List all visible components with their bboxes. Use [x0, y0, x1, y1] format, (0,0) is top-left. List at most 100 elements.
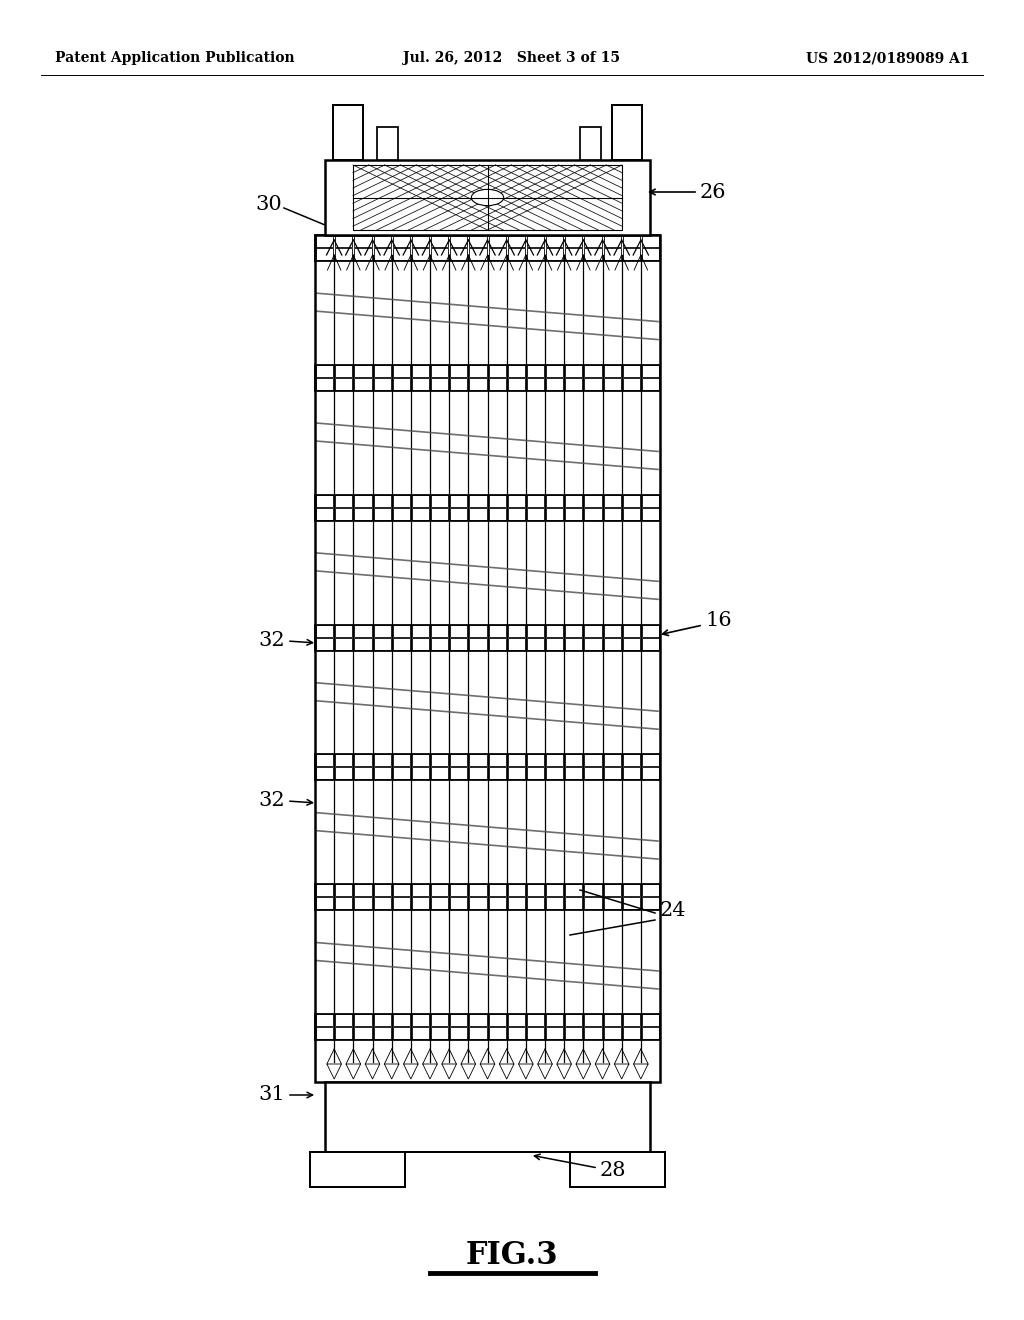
Bar [488, 235, 506, 247]
Bar [469, 508, 486, 520]
Bar [315, 755, 660, 780]
Bar [488, 364, 506, 378]
Bar [335, 1014, 352, 1026]
Bar [315, 235, 660, 1082]
Text: 24: 24 [660, 900, 686, 920]
Bar [431, 884, 449, 896]
Bar [526, 898, 544, 909]
Bar [546, 1014, 563, 1026]
Text: 30: 30 [255, 195, 282, 214]
Text: 16: 16 [705, 610, 731, 630]
Bar [335, 1027, 352, 1039]
Bar [353, 165, 622, 230]
Bar [526, 364, 544, 378]
Bar [508, 898, 525, 909]
Bar [623, 755, 640, 767]
Bar [612, 106, 642, 160]
Bar [392, 1027, 410, 1039]
Bar [546, 884, 563, 896]
Bar [526, 378, 544, 389]
Bar [354, 638, 372, 649]
Bar [354, 248, 372, 260]
Bar [392, 508, 410, 520]
Polygon shape [423, 1064, 437, 1078]
Bar [642, 378, 659, 389]
Bar [431, 638, 449, 649]
Polygon shape [366, 1064, 380, 1078]
Bar [469, 767, 486, 780]
Bar [469, 378, 486, 389]
Bar [354, 364, 372, 378]
Bar [377, 127, 398, 160]
Text: 26: 26 [700, 182, 726, 202]
Bar [623, 378, 640, 389]
Bar [642, 755, 659, 767]
Bar [469, 1014, 486, 1026]
Bar [412, 624, 429, 636]
Bar [488, 755, 506, 767]
Bar [374, 364, 391, 378]
Polygon shape [614, 1064, 629, 1078]
Bar [374, 898, 391, 909]
Bar [316, 508, 333, 520]
Bar [469, 755, 486, 767]
Bar [412, 767, 429, 780]
Bar [642, 248, 659, 260]
Bar [412, 638, 429, 649]
Bar [392, 755, 410, 767]
Bar [642, 495, 659, 507]
Bar [565, 898, 583, 909]
Bar [374, 1014, 391, 1026]
Bar [374, 508, 391, 520]
Bar [603, 1027, 621, 1039]
Bar [374, 884, 391, 896]
Bar [623, 624, 640, 636]
Bar [585, 1027, 601, 1039]
Bar [603, 638, 621, 649]
Bar [623, 508, 640, 520]
Bar [451, 624, 467, 636]
Bar [603, 378, 621, 389]
Bar [325, 160, 650, 235]
Bar [374, 624, 391, 636]
Bar [412, 235, 429, 247]
Bar [431, 495, 449, 507]
Bar [374, 235, 391, 247]
Bar [451, 248, 467, 260]
Bar [585, 235, 601, 247]
Bar [451, 898, 467, 909]
Bar [335, 755, 352, 767]
Bar [431, 378, 449, 389]
Bar [642, 1014, 659, 1026]
Bar [451, 364, 467, 378]
Bar [469, 1027, 486, 1039]
Bar [374, 755, 391, 767]
Bar [451, 495, 467, 507]
Text: 32: 32 [258, 631, 285, 649]
Bar [642, 624, 659, 636]
Bar [546, 624, 563, 636]
Bar [374, 638, 391, 649]
Bar [488, 884, 506, 896]
Bar [526, 508, 544, 520]
Bar [508, 638, 525, 649]
Bar [585, 378, 601, 389]
Bar [354, 235, 372, 247]
Bar [603, 248, 621, 260]
Bar [526, 767, 544, 780]
Bar [335, 378, 352, 389]
Bar [412, 884, 429, 896]
Bar [508, 884, 525, 896]
Bar [451, 767, 467, 780]
Bar [316, 364, 333, 378]
Bar [526, 248, 544, 260]
Text: US 2012/0189089 A1: US 2012/0189089 A1 [806, 51, 970, 65]
Bar [585, 1014, 601, 1026]
Bar [392, 898, 410, 909]
Polygon shape [557, 1064, 571, 1078]
Polygon shape [403, 1064, 418, 1078]
Bar [488, 624, 506, 636]
Bar [526, 638, 544, 649]
Bar [585, 624, 601, 636]
Bar [508, 767, 525, 780]
